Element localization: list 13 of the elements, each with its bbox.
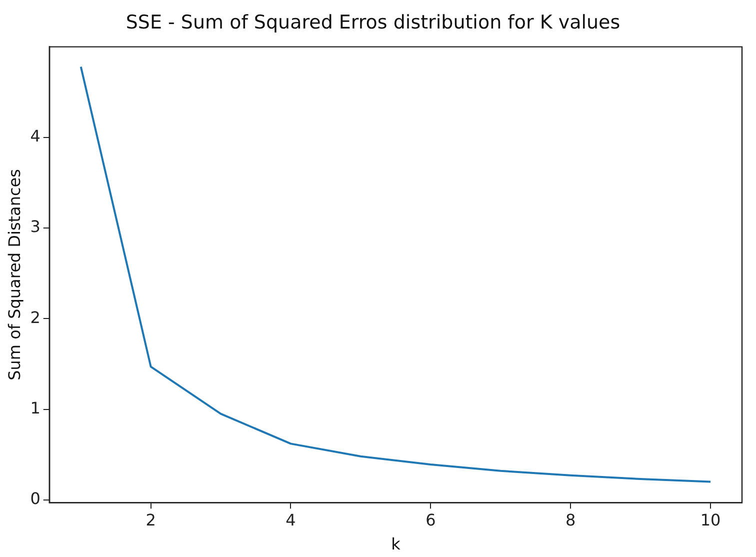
chart-title: SSE - Sum of Squared Erros distribution for K values [126, 11, 620, 34]
y-tick-label: 4 [30, 126, 40, 146]
x-tick-label: 6 [426, 510, 436, 530]
x-tick-label: 4 [286, 510, 296, 530]
y-tick-label: 0 [30, 489, 40, 508]
y-tick-label: 3 [30, 217, 40, 236]
x-tick-label: 10 [700, 510, 721, 530]
y-tick-label: 2 [30, 308, 40, 327]
x-axis-title: k [391, 534, 402, 554]
x-tick-label: 8 [566, 510, 576, 530]
y-tick-label: 1 [30, 398, 40, 418]
y-axis-title: Sum of Squared Distances [4, 169, 24, 380]
x-tick-label: 2 [146, 510, 156, 530]
